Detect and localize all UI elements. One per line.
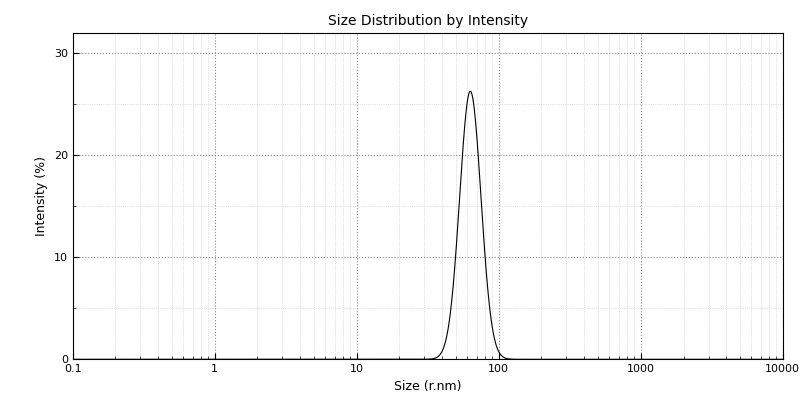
Title: Size Distribution by Intensity: Size Distribution by Intensity bbox=[328, 14, 528, 28]
X-axis label: Size (r.nm): Size (r.nm) bbox=[394, 380, 462, 393]
Y-axis label: Intensity (%): Intensity (%) bbox=[35, 156, 48, 236]
